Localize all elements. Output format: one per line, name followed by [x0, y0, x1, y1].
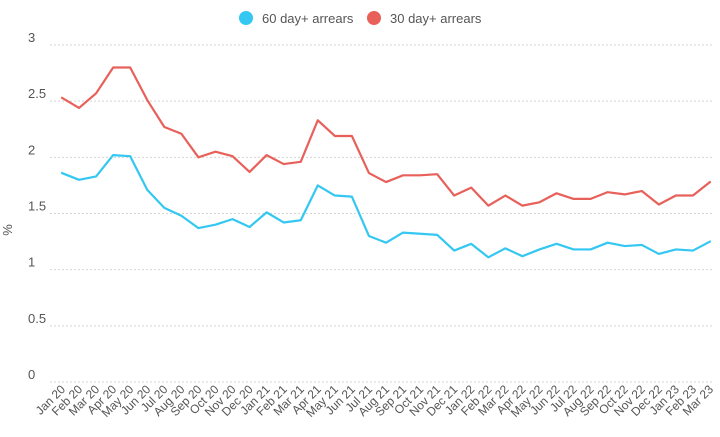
legend-marker: [367, 11, 381, 25]
legend[interactable]: 60 day+ arrears 30 day+ arrears: [239, 11, 482, 26]
legend-label: 60 day+ arrears: [262, 11, 354, 26]
legend-marker: [239, 11, 253, 25]
series-layer: [60, 66, 712, 259]
legend-label: 30 day+ arrears: [390, 11, 482, 26]
y-axis-label: %: [0, 224, 15, 236]
legend-item-30-day[interactable]: 30 day+ arrears: [367, 11, 482, 26]
y-tick-label: 1.5: [28, 199, 46, 214]
y-tick-label: 0.5: [28, 311, 46, 326]
y-tick-label: 0: [28, 367, 35, 382]
y-tick-label: 2: [28, 142, 35, 157]
series-line-30-day: [60, 66, 712, 207]
y-tick-label: 2.5: [28, 86, 46, 101]
y-tick-label: 1: [28, 255, 35, 270]
series-line-60-day: [60, 153, 712, 259]
grid-layer: [50, 44, 712, 383]
y-tick-label: 3: [28, 30, 35, 45]
legend-item-60-day[interactable]: 60 day+ arrears: [239, 11, 354, 26]
